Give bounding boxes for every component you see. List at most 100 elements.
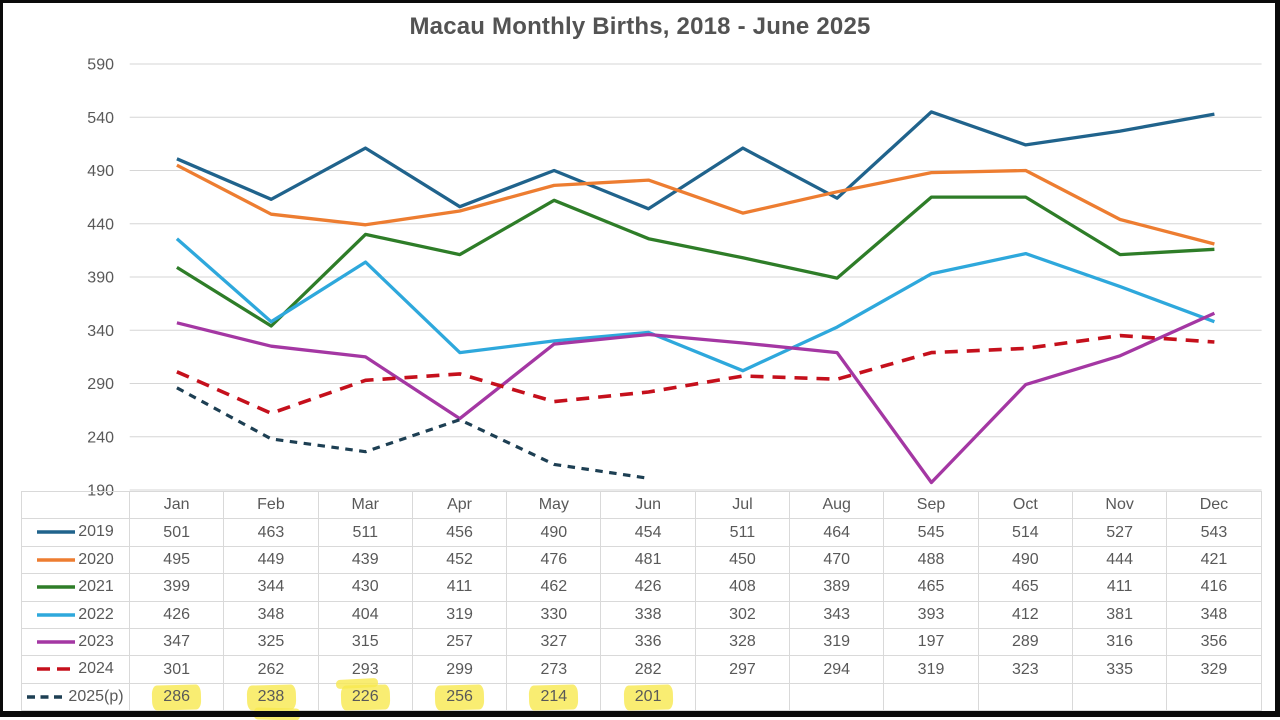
table-cell: 262: [223, 655, 319, 684]
table-cell: [883, 682, 979, 712]
table-cell: 470: [789, 545, 885, 575]
table-cell: 381: [1071, 600, 1168, 629]
table-row-2023: 2023 347 325 315 257 327 336 328 319 197 289 316 356: [21, 627, 1262, 657]
cell-value: 330: [540, 605, 568, 623]
cell-value: 289: [1011, 633, 1039, 651]
table-cell: 426: [600, 573, 696, 602]
cell-value: 299: [446, 660, 473, 678]
cell-value: 449: [257, 550, 285, 568]
legend-label: 2025(p): [68, 687, 124, 705]
highlighted-value: 201: [634, 687, 662, 705]
table-cell: 336: [600, 627, 696, 657]
cell-value: 297: [729, 660, 756, 678]
table-cell: 495: [128, 545, 225, 575]
table-cell: [694, 682, 791, 712]
table-cell: 426: [128, 600, 225, 629]
legend-item-2023: 2023: [21, 627, 130, 657]
table-head: Jan Feb Mar Apr May Jun Jul Aug Sep Oct Nov Dec: [21, 490, 1262, 520]
table-cell: 348: [1166, 600, 1262, 629]
data-table: Jan Feb Mar Apr May Jun Jul Aug Sep Oct Nov Dec 201…: [21, 490, 1262, 712]
cell-value: 338: [634, 605, 662, 623]
table-row-2025(p): 2025(p) 286 238 226 256 214 201: [21, 682, 1262, 712]
table-cell: 319: [883, 655, 979, 684]
cell-value: 393: [917, 605, 945, 623]
cell-value: 462: [540, 578, 568, 596]
cell-value: 262: [257, 660, 285, 678]
legend-line-sample: [37, 667, 76, 672]
cell-value: 452: [446, 550, 473, 568]
table-cell: 343: [789, 600, 885, 629]
table-cell: 389: [789, 573, 885, 602]
table-row-2024: 2024 301 262 293 299 273 282 297 294 319 323 335 329: [21, 655, 1262, 684]
table-cell: 329: [1166, 655, 1262, 684]
table-cell: 330: [506, 600, 602, 629]
table-cell: 323: [977, 655, 1073, 684]
highlighted-value: 256: [446, 687, 473, 705]
table-cell: 282: [600, 655, 696, 684]
cell-value: 336: [634, 633, 662, 651]
cell-value: 327: [540, 633, 568, 651]
cell-value: 294: [823, 660, 851, 678]
cell-value: 293: [351, 660, 379, 678]
table-cell: 465: [977, 573, 1073, 602]
cell-value: 344: [257, 578, 285, 596]
cell-value: 501: [163, 523, 190, 541]
table-cell: 327: [506, 627, 602, 657]
table-cell: 463: [223, 518, 319, 547]
cell-value: 408: [729, 578, 756, 596]
cell-value: 545: [917, 523, 945, 541]
legend-line-sample: [37, 585, 76, 589]
legend-line-sample: [37, 640, 76, 644]
table-cell: 543: [1166, 518, 1262, 547]
cell-value: 343: [823, 605, 851, 623]
table-cell: 421: [1166, 545, 1262, 575]
y-axis-label: 390: [87, 270, 114, 287]
legend-label: 2023: [78, 633, 114, 651]
legend-line-sample: [27, 695, 66, 699]
table-cell: 328: [694, 627, 791, 657]
cell-value: 465: [917, 578, 945, 596]
y-axis-label: 540: [87, 110, 114, 127]
month-header: Sep: [883, 490, 979, 520]
legend-item-2019: 2019: [21, 518, 130, 547]
table-cell: 302: [694, 600, 791, 629]
cell-value: 412: [1011, 605, 1039, 623]
table-cell: 344: [223, 573, 319, 602]
cell-value: 426: [163, 605, 190, 623]
table-cell: 511: [694, 518, 791, 547]
table-cell: 444: [1071, 545, 1168, 575]
table-cell: 545: [883, 518, 979, 547]
cell-value: 335: [1106, 660, 1133, 678]
table-cell: 393: [883, 600, 979, 629]
y-axis-label: 440: [87, 216, 114, 233]
legend-item-2021: 2021: [21, 573, 130, 602]
series-line-2023: [176, 311, 1216, 485]
table-cell: 416: [1166, 573, 1262, 602]
table-cell: 301: [128, 655, 225, 684]
series-line-2021: [176, 195, 1215, 328]
table-cell: 294: [789, 655, 885, 684]
highlighted-value: 226: [351, 687, 379, 705]
cell-value: 481: [634, 550, 662, 568]
month-header: Jun: [600, 490, 696, 520]
table-cell: 481: [600, 545, 696, 575]
cell-value: 450: [729, 550, 756, 568]
y-axis-label: 340: [87, 323, 114, 340]
y-axis-label: 290: [87, 376, 114, 393]
legend-item-2022: 2022: [21, 600, 130, 629]
table-cell: 348: [223, 600, 319, 629]
table-cell: 338: [600, 600, 696, 629]
month-header: Aug: [789, 490, 885, 520]
legend-label: 2019: [78, 523, 114, 541]
table-row-2021: 2021 399 344 430 411 462 426 408 389 465 465 411 416: [21, 573, 1262, 602]
cell-value: 511: [352, 523, 378, 541]
cell-value: 348: [257, 605, 285, 623]
cell-value: 348: [1200, 605, 1228, 623]
month-header: Jul: [694, 490, 791, 520]
y-axis-label: 240: [87, 429, 114, 446]
table-cell: 201: [600, 682, 696, 712]
highlighted-value: 286: [163, 687, 190, 705]
table-cell: 462: [506, 573, 602, 602]
table-cell: 273: [506, 655, 602, 684]
